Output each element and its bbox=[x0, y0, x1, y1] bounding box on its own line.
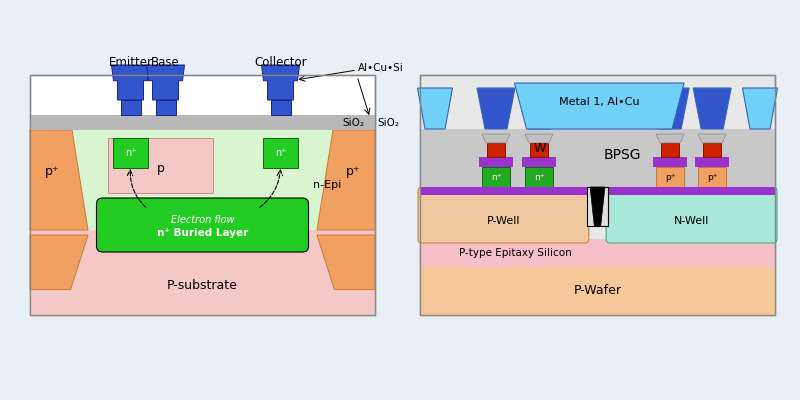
Text: P-Wafer: P-Wafer bbox=[574, 284, 622, 298]
Text: N-Well: N-Well bbox=[674, 216, 710, 226]
Text: Metal 1, Al•Cu: Metal 1, Al•Cu bbox=[559, 97, 639, 107]
Bar bbox=[30, 230, 375, 315]
Text: n⁺: n⁺ bbox=[125, 148, 136, 158]
Text: Emitter: Emitter bbox=[109, 56, 153, 70]
Polygon shape bbox=[477, 88, 515, 129]
Text: n⁺: n⁺ bbox=[490, 172, 502, 182]
Bar bbox=[155, 100, 175, 115]
Bar bbox=[661, 143, 679, 157]
Text: SiO₂: SiO₂ bbox=[342, 118, 364, 128]
Bar bbox=[30, 115, 375, 130]
Text: n⁺ Buried Layer: n⁺ Buried Layer bbox=[157, 228, 248, 238]
Polygon shape bbox=[418, 88, 453, 129]
Polygon shape bbox=[317, 130, 375, 230]
Bar bbox=[703, 143, 721, 157]
Bar bbox=[522, 157, 556, 167]
Text: p⁺: p⁺ bbox=[45, 166, 59, 178]
Bar bbox=[420, 267, 775, 315]
Text: p⁺: p⁺ bbox=[707, 172, 718, 182]
Polygon shape bbox=[482, 134, 510, 143]
Polygon shape bbox=[693, 88, 731, 129]
Polygon shape bbox=[30, 130, 88, 230]
FancyBboxPatch shape bbox=[97, 198, 309, 252]
Bar bbox=[530, 143, 548, 157]
Polygon shape bbox=[651, 88, 689, 129]
Bar bbox=[108, 138, 213, 193]
Text: Base: Base bbox=[151, 56, 180, 70]
Text: p: p bbox=[157, 162, 165, 175]
Bar bbox=[30, 75, 375, 315]
Text: P-type Epitaxy Silicon: P-type Epitaxy Silicon bbox=[459, 248, 572, 258]
Polygon shape bbox=[742, 88, 778, 129]
FancyBboxPatch shape bbox=[418, 187, 589, 243]
Text: P-substrate: P-substrate bbox=[167, 279, 238, 292]
FancyBboxPatch shape bbox=[606, 187, 777, 243]
Text: BPSG: BPSG bbox=[604, 148, 641, 162]
Bar bbox=[30, 75, 375, 315]
Bar bbox=[482, 167, 510, 187]
Bar bbox=[525, 167, 553, 187]
Text: Collector: Collector bbox=[254, 56, 307, 70]
Bar bbox=[656, 167, 684, 187]
Bar bbox=[420, 75, 775, 315]
Text: Al•Cu•Si: Al•Cu•Si bbox=[358, 63, 404, 73]
Polygon shape bbox=[590, 187, 605, 226]
Bar bbox=[698, 167, 726, 187]
Text: p⁺: p⁺ bbox=[665, 172, 675, 182]
Text: n⁺: n⁺ bbox=[534, 172, 544, 182]
Bar bbox=[113, 138, 148, 168]
Bar bbox=[695, 157, 729, 167]
Bar bbox=[587, 187, 608, 226]
Polygon shape bbox=[262, 65, 299, 100]
Bar bbox=[121, 100, 141, 115]
Bar bbox=[30, 130, 375, 230]
Text: P-Well: P-Well bbox=[486, 216, 520, 226]
Bar bbox=[653, 157, 687, 167]
Bar bbox=[420, 75, 775, 315]
Bar bbox=[487, 143, 505, 157]
Text: n-Epi: n-Epi bbox=[313, 180, 341, 190]
Bar bbox=[270, 100, 290, 115]
Bar bbox=[420, 129, 775, 187]
Text: SiO₂: SiO₂ bbox=[377, 118, 399, 128]
Bar bbox=[263, 138, 298, 168]
Text: Electron flow: Electron flow bbox=[170, 215, 234, 225]
Bar bbox=[420, 239, 775, 267]
Polygon shape bbox=[30, 235, 88, 290]
Polygon shape bbox=[525, 134, 553, 143]
Polygon shape bbox=[146, 65, 185, 100]
Text: p⁺: p⁺ bbox=[346, 166, 360, 178]
Bar bbox=[479, 157, 513, 167]
Polygon shape bbox=[514, 83, 684, 129]
Polygon shape bbox=[317, 235, 375, 290]
Bar bbox=[420, 187, 775, 195]
Text: W: W bbox=[534, 142, 546, 156]
Polygon shape bbox=[111, 65, 150, 100]
Polygon shape bbox=[520, 88, 558, 129]
Polygon shape bbox=[656, 134, 684, 143]
Text: n⁺: n⁺ bbox=[274, 148, 286, 158]
Polygon shape bbox=[698, 134, 726, 143]
